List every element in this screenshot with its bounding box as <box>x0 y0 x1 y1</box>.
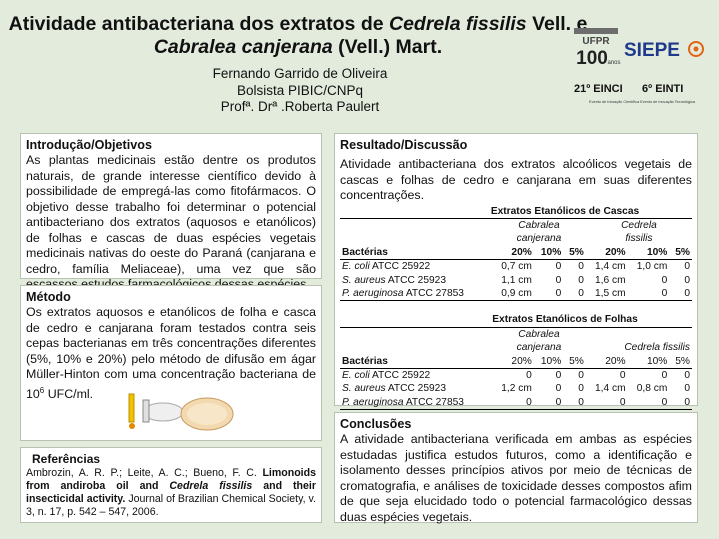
leaf-conc: 20% <box>492 354 534 369</box>
leaf-species1-genus: Cabralea <box>518 328 560 340</box>
leaf-extracts-table: Extratos Etanólicos de Folhas Cabralea c… <box>340 313 692 411</box>
method-text: Os extratos aquosos e etanólicos de folh… <box>26 305 316 401</box>
bark-species1-epithet: canjerana <box>516 233 562 245</box>
intro-panel: Introdução/Objetivos As plantas medicina… <box>20 133 322 291</box>
results-text: Atividade antibacteriana dos extratos al… <box>340 157 692 202</box>
siepe-logo: SIEPE <box>624 40 704 61</box>
table-row: P. aeruginosa ATCC 27853 0,9 cm 0 0 1,5 cm… <box>340 286 692 302</box>
bark-conc: 5% <box>563 245 586 261</box>
bark-conc: 10% <box>533 245 564 261</box>
table-row: S. aureus ATCC 25923 1,1 cm 0 0 1,6 cm 0 0 <box>342 274 690 286</box>
bark-species2-epithet: fissilis <box>625 233 653 245</box>
bark-conc: 20% <box>585 245 628 261</box>
table-row: E. coli ATCC 25922 0,7 cm 0 0 1,4 cm 1,0 cm… <box>342 261 690 273</box>
method-illustration <box>128 393 234 431</box>
leaf-table-caption: Extratos Etanólicos de Folhas <box>340 313 692 328</box>
ufpr-logo: UFPR 100 anos <box>574 28 621 69</box>
bark-species2-genus: Cedrela <box>621 219 657 231</box>
bark-species1-genus: Cabralea <box>518 219 560 231</box>
leaf-conc: 5% <box>669 354 692 369</box>
leaf-conc: 20% <box>585 354 628 369</box>
advisor-name: Profª. Drª .Roberta Paulert <box>220 99 380 114</box>
poster-header: Atividade antibacteriana dos extratos de… <box>0 0 719 125</box>
svg-text:21º EINCI: 21º EINCI <box>574 83 623 95</box>
author-role: Bolsista PIBIC/CNPq <box>236 82 364 98</box>
poster-title: Atividade antibacteriana dos extratos de… <box>8 13 588 58</box>
svg-text:SIEPE: SIEPE <box>624 40 680 61</box>
references-heading: Referências <box>32 452 101 466</box>
leaf-conc: 10% <box>627 354 670 369</box>
institution-logos: UFPR 100 anos SIEPE 21º EINCI 6º EINTI E… <box>574 28 704 104</box>
bark-conc: 5% <box>669 245 692 261</box>
bark-conc: 20% <box>492 245 534 261</box>
intro-text: As plantas medicinais estão dentre os pr… <box>26 153 316 291</box>
svg-text:anos: anos <box>607 60 620 66</box>
bark-col-bacteria: Bactérias <box>340 245 493 261</box>
author-name: Fernando Garrido de Oliveira <box>212 66 388 81</box>
results-heading: Resultado/Discussão <box>340 138 468 152</box>
method-heading: Método <box>26 290 71 304</box>
method-panel: Método Os extratos aquosos e etanólicos … <box>20 285 322 441</box>
conclusions-panel: Conclusões A atividade antibacteriana ve… <box>334 412 698 524</box>
bark-table-caption: Extratos Etanólicos de Cascas <box>340 204 692 219</box>
einci-einti-logo: 21º EINCI 6º EINTI Evento de Iniciação C… <box>574 83 696 104</box>
bark-extracts-table: Extratos Etanólicos de Cascas Cabralea C… <box>340 204 692 302</box>
conclusions-text: A atividade antibacteriana verificada em… <box>340 432 692 524</box>
leaf-conc: 5% <box>563 354 586 369</box>
svg-text:Evento de Iniciação Científica: Evento de Iniciação Científica Evento de… <box>589 100 696 104</box>
leaf-col-bacteria: Bactérias <box>340 354 493 369</box>
conclusions-heading: Conclusões <box>340 417 412 431</box>
results-panel: Resultado/Discussão Atividade antibacter… <box>334 133 698 411</box>
svg-text:100: 100 <box>576 48 608 69</box>
table-row: S. aureus ATCC 25923 1,2 cm 0 0 1,4 cm 0,8 … <box>342 383 690 395</box>
leaf-species1-epithet: canjerana <box>516 342 562 354</box>
leaf-conc: 10% <box>533 354 564 369</box>
intro-heading: Introdução/Objetivos <box>26 138 152 152</box>
references-panel: Referências Ambrozin, A. R. P.; Leite, A… <box>20 447 322 523</box>
leaf-species2: Cedrela fissilis <box>624 342 690 354</box>
author-block: Fernando Garrido de Oliveira Bolsista PI… <box>140 66 460 116</box>
svg-text:6º EINTI: 6º EINTI <box>642 83 683 95</box>
references-text: Ambrozin, A. R. P.; Leite, A. C.; Bueno,… <box>26 467 316 518</box>
bark-conc: 10% <box>627 245 670 261</box>
svg-text:UFPR: UFPR <box>582 36 610 47</box>
